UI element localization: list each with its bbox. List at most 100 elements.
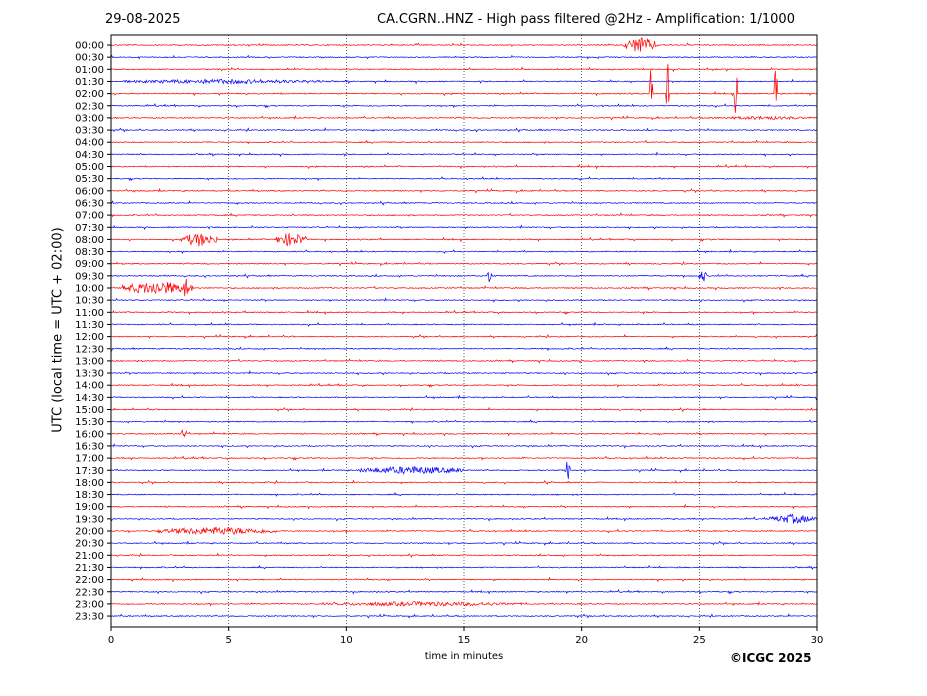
trace-0830: [110, 248, 817, 255]
trace-group: [110, 37, 818, 619]
trace-1400: [110, 382, 818, 389]
y-tick-label: 23:00: [75, 599, 104, 610]
trace-1500: [110, 406, 818, 413]
x-tick-label: 5: [225, 635, 231, 646]
y-tick-label: 07:30: [75, 223, 104, 234]
y-tick-label: 14:00: [75, 381, 104, 392]
trace-0600: [110, 188, 818, 194]
trace-0700: [110, 212, 818, 218]
plot-grid: [228, 35, 700, 627]
trace-2000: [110, 526, 817, 535]
trace-1200: [111, 333, 818, 340]
trace-2100: [110, 552, 818, 558]
trace-0530: [110, 176, 818, 182]
y-tick-label: 16:30: [75, 441, 104, 452]
trace-0330: [110, 127, 818, 133]
trace-0630: [110, 200, 817, 206]
y-tick-label: 09:00: [75, 259, 104, 270]
y-tick-label: 14:30: [75, 393, 104, 404]
y-tick-label: 19:00: [75, 502, 104, 513]
y-tick-label: 18:30: [75, 490, 104, 501]
trace-2300: [110, 600, 818, 607]
x-tick-label: 25: [693, 635, 706, 646]
trace-1430: [110, 394, 818, 401]
y-tick-label: 23:30: [75, 612, 104, 623]
chart-title: CA.CGRN..HNZ - High pass filtered @2Hz -…: [377, 12, 795, 27]
y-tick-label: 12:30: [75, 344, 104, 355]
trace-1330: [110, 370, 818, 376]
y-tick-label: 08:00: [75, 235, 104, 246]
trace-1300: [110, 358, 818, 364]
trace-1630: [110, 443, 818, 449]
trace-2230: [110, 589, 818, 595]
y-tick-label: 13:00: [75, 356, 104, 367]
x-tick-label: 15: [458, 635, 471, 646]
x-tick-label: 10: [340, 635, 353, 646]
y-tick-label: 03:00: [75, 113, 104, 124]
copyright-notice: ©ICGC 2025: [730, 651, 812, 665]
trace-2030: [111, 540, 818, 546]
trace-0030: [110, 54, 818, 60]
y-tick-label: 17:00: [75, 454, 104, 465]
trace-0300: [110, 115, 818, 121]
y-tick-label: 11:30: [75, 320, 104, 331]
y-tick-label: 15:00: [75, 405, 104, 416]
trace-0200: [110, 63, 818, 113]
trace-1100: [110, 309, 818, 316]
y-tick-label: 04:00: [75, 138, 104, 149]
y-tick-label: 01:30: [75, 77, 104, 88]
plot-frame: [110, 34, 818, 628]
trace-0430: [110, 151, 818, 158]
trace-0730: [110, 224, 817, 230]
trace-0130: [110, 78, 818, 85]
y-tick-label: 20:30: [75, 539, 104, 550]
y-tick-label: 00:30: [75, 53, 104, 64]
plot-axes: 0 5 10 15 20 25 30 00:0000:3001:0001:3002:0002:…: [75, 34, 824, 646]
trace-1730: [110, 461, 818, 479]
trace-0000: [110, 37, 818, 52]
y-tick-label: 21:30: [75, 563, 104, 574]
y-tick-label: 22:30: [75, 587, 104, 598]
y-tick-label: 03:30: [75, 126, 104, 137]
trace-1900: [110, 503, 818, 510]
trace-1130: [110, 321, 818, 327]
y-tick-label: 22:00: [75, 575, 104, 586]
trace-1930: [110, 513, 818, 524]
trace-2330: [110, 613, 818, 619]
trace-1800: [110, 479, 818, 486]
trace-1600: [110, 429, 817, 438]
x-axis-label: time in minutes: [424, 651, 504, 662]
y-tick-label: 01:00: [75, 65, 104, 76]
y-tick-label: 10:00: [75, 284, 104, 295]
y-tick-label: 21:00: [75, 551, 104, 562]
y-tick-label: 08:30: [75, 247, 104, 258]
y-tick-label: 02:00: [75, 89, 104, 100]
y-tick-label: 05:30: [75, 174, 104, 185]
x-tick-label: 0: [108, 635, 114, 646]
y-tick-label: 02:30: [75, 101, 104, 112]
trace-1700: [110, 455, 818, 461]
trace-1530: [110, 419, 818, 424]
y-tick-label: 07:00: [75, 211, 104, 222]
x-tick-label: 30: [811, 635, 824, 646]
y-tick-label: 20:00: [75, 527, 104, 538]
trace-2200: [110, 576, 818, 583]
y-tick-label: 09:30: [75, 271, 104, 282]
y-tick-label: 15:30: [75, 417, 104, 428]
y-tick-label: 18:00: [75, 478, 104, 489]
trace-1830: [110, 491, 818, 497]
trace-1230: [110, 346, 818, 352]
y-tick-label: 16:00: [75, 429, 104, 440]
y-tick-label: 19:30: [75, 514, 104, 525]
y-tick-label: 13:30: [75, 369, 104, 380]
trace-0800: [110, 233, 818, 247]
y-tick-label: 11:00: [75, 308, 104, 319]
y-tick-label: 06:00: [75, 186, 104, 197]
y-tick-label: 00:00: [75, 41, 104, 52]
trace-0100: [110, 66, 818, 73]
trace-0900: [111, 260, 818, 267]
y-tick-label: 04:30: [75, 150, 104, 161]
trace-1000: [110, 278, 817, 297]
chart-date: 29-08-2025: [105, 12, 181, 27]
